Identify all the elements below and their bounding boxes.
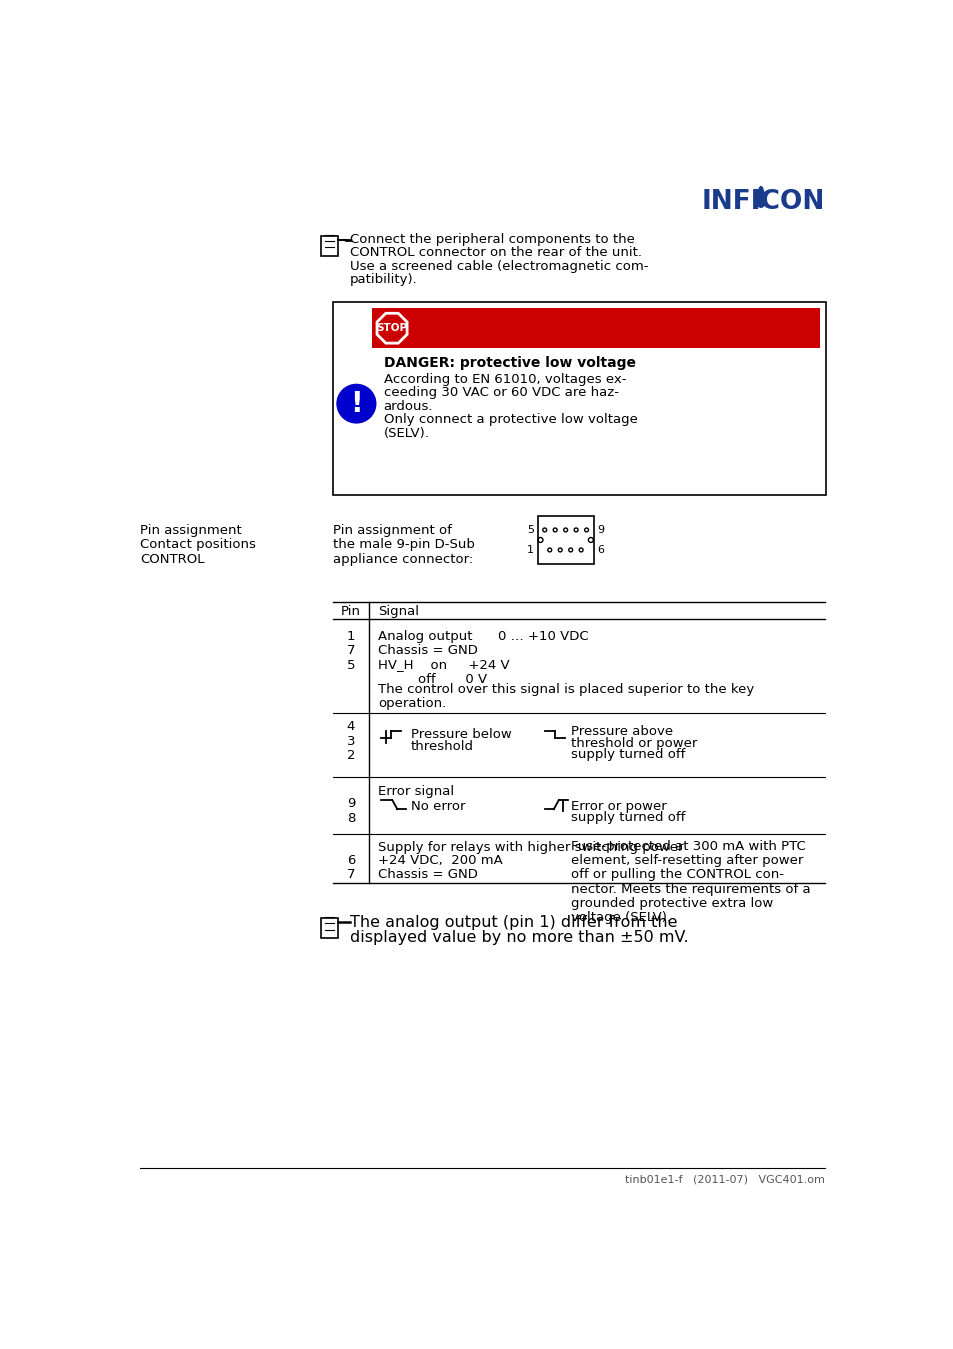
Text: The analog output (pin 1) differ from the: The analog output (pin 1) differ from th…: [350, 915, 677, 929]
Bar: [320, 919, 337, 938]
Text: operation.: operation.: [377, 697, 446, 710]
Text: threshold: threshold: [410, 739, 473, 753]
Text: (SELV).: (SELV).: [383, 426, 429, 440]
Text: patibility).: patibility).: [350, 272, 417, 286]
Text: Use a screened cable (electromagnetic com-: Use a screened cable (electromagnetic co…: [350, 259, 648, 272]
Text: 1: 1: [346, 630, 355, 643]
Text: INFICON: INFICON: [700, 189, 823, 214]
Text: displayed value by no more than ±50 mV.: displayed value by no more than ±50 mV.: [350, 929, 688, 946]
Text: Only connect a protective low voltage: Only connect a protective low voltage: [383, 413, 637, 426]
Bar: [320, 236, 337, 256]
Text: 2: 2: [346, 749, 355, 762]
Text: 7: 7: [346, 869, 355, 881]
Text: Contact positions: Contact positions: [140, 538, 255, 552]
Text: Chassis = GND: Chassis = GND: [377, 645, 477, 657]
Text: tinb01e1-f   (2011-07)   VGC401.om: tinb01e1-f (2011-07) VGC401.om: [624, 1175, 823, 1184]
Text: ardous.: ardous.: [383, 399, 433, 413]
Text: Error or power: Error or power: [571, 800, 666, 812]
Text: Signal: Signal: [377, 606, 418, 618]
Text: +24 VDC,  200 mA: +24 VDC, 200 mA: [377, 854, 502, 867]
Text: 8: 8: [347, 812, 355, 824]
Text: Error signal: Error signal: [377, 785, 454, 797]
Text: 9: 9: [347, 797, 355, 811]
Text: !: !: [350, 390, 362, 418]
Text: voltage (SELV).: voltage (SELV).: [571, 911, 670, 924]
Text: Chassis = GND: Chassis = GND: [377, 869, 477, 881]
Text: Pressure above: Pressure above: [571, 726, 673, 738]
Text: STOP: STOP: [376, 324, 407, 333]
Text: nector. Meets the requirements of a: nector. Meets the requirements of a: [571, 882, 810, 896]
Bar: [372, 308, 819, 348]
Text: DANGER: protective low voltage: DANGER: protective low voltage: [383, 356, 635, 370]
Text: Connect the peripheral components to the: Connect the peripheral components to the: [350, 233, 635, 246]
Text: According to EN 61010, voltages ex-: According to EN 61010, voltages ex-: [383, 372, 625, 386]
Polygon shape: [376, 313, 407, 343]
Text: Pin: Pin: [340, 606, 360, 618]
Text: appliance connector:: appliance connector:: [333, 553, 473, 567]
Bar: [537, 517, 593, 564]
Text: threshold or power: threshold or power: [571, 737, 697, 750]
Text: ceeding 30 VAC or 60 VDC are haz-: ceeding 30 VAC or 60 VDC are haz-: [383, 386, 618, 399]
Text: Pin assignment of: Pin assignment of: [333, 523, 452, 537]
Text: 4: 4: [347, 720, 355, 734]
Text: CONTROL connector on the rear of the unit.: CONTROL connector on the rear of the uni…: [350, 247, 641, 259]
Text: the male 9-pin D-Sub: the male 9-pin D-Sub: [333, 538, 475, 552]
Text: No error: No error: [410, 800, 465, 813]
Text: Analog output      0 … +10 VDC: Analog output 0 … +10 VDC: [377, 630, 588, 643]
Text: off       0 V: off 0 V: [418, 673, 487, 685]
Text: Supply for relays with higher switching power: Supply for relays with higher switching …: [377, 842, 683, 854]
Text: CONTROL: CONTROL: [140, 553, 205, 567]
Text: grounded protective extra low: grounded protective extra low: [571, 897, 773, 911]
Text: off or pulling the CONTROL con-: off or pulling the CONTROL con-: [571, 869, 783, 881]
Text: supply turned off: supply turned off: [571, 749, 685, 761]
Text: Fuse-protected at 300 mA with PTC: Fuse-protected at 300 mA with PTC: [571, 840, 805, 853]
Text: 5: 5: [526, 525, 534, 536]
Text: 3: 3: [346, 735, 355, 747]
Text: Pin assignment: Pin assignment: [140, 523, 242, 537]
Text: 7: 7: [346, 645, 355, 657]
Text: The control over this signal is placed superior to the key: The control over this signal is placed s…: [377, 683, 754, 696]
Text: 6: 6: [597, 545, 604, 554]
Text: element, self-resetting after power: element, self-resetting after power: [571, 854, 802, 867]
Circle shape: [336, 384, 375, 422]
Polygon shape: [756, 186, 764, 208]
Text: Pressure below: Pressure below: [410, 728, 511, 741]
Text: 6: 6: [347, 854, 355, 867]
Bar: [333, 302, 825, 495]
Text: 1: 1: [526, 545, 534, 554]
Text: HV_H    on     +24 V: HV_H on +24 V: [377, 658, 509, 672]
Text: 5: 5: [346, 658, 355, 672]
Text: supply turned off: supply turned off: [571, 811, 685, 824]
Text: 9: 9: [597, 525, 604, 536]
